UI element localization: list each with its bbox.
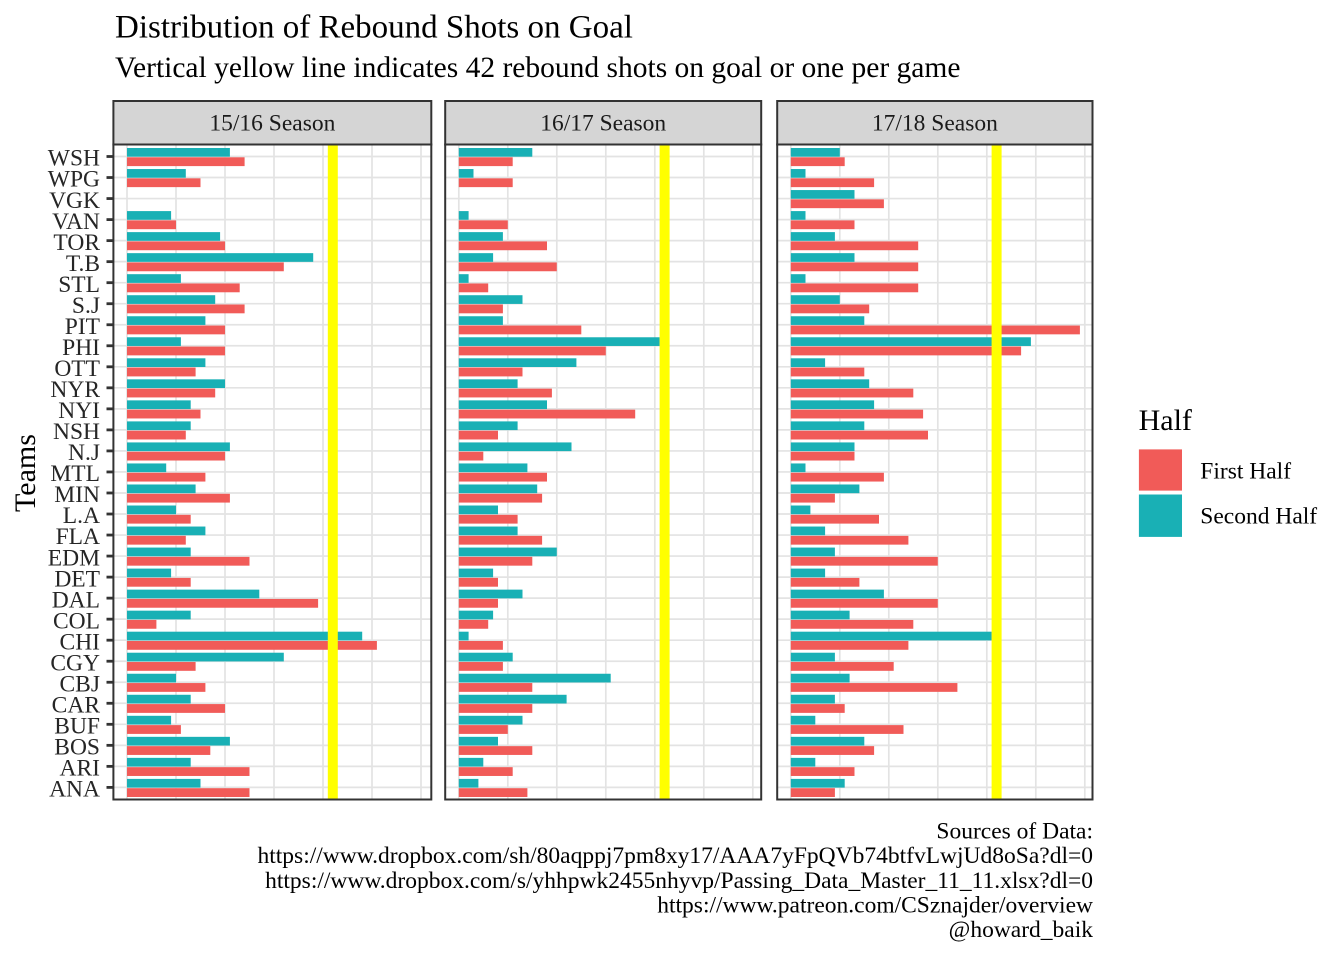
svg-text:NYI: NYI [58, 398, 100, 424]
svg-text:NYR: NYR [50, 377, 100, 403]
svg-text:EDM: EDM [48, 545, 100, 571]
svg-text:VAN: VAN [52, 209, 100, 235]
svg-text:https://www.patreon.com/CSznaj: https://www.patreon.com/CSznajder/overvi… [657, 892, 1093, 918]
svg-text:BOS: BOS [54, 735, 100, 761]
svg-text:Sources of Data:: Sources of Data: [936, 819, 1093, 845]
svg-text:OTT: OTT [54, 356, 100, 382]
svg-text:DAL: DAL [52, 587, 100, 613]
svg-text:S.J: S.J [72, 293, 100, 319]
svg-text:MTL: MTL [50, 461, 100, 487]
svg-text:CHI: CHI [60, 629, 100, 655]
svg-text:PHI: PHI [62, 335, 100, 361]
svg-text:First Half: First Half [1200, 459, 1291, 485]
svg-text:MIN: MIN [54, 482, 100, 508]
svg-text:https://www.dropbox.com/sh/80a: https://www.dropbox.com/sh/80aqppj7pm8xy… [257, 843, 1093, 869]
svg-text:17/18 Season: 17/18 Season [872, 111, 998, 137]
svg-text:L.A: L.A [63, 503, 100, 529]
svg-text:15/16 Season: 15/16 Season [209, 111, 335, 137]
svg-text:Distribution of Rebound Shots: Distribution of Rebound Shots on Goal [115, 10, 633, 46]
svg-text:Second Half: Second Half [1200, 503, 1317, 529]
svg-text:DET: DET [54, 566, 100, 592]
svg-text:CGY: CGY [50, 650, 100, 676]
svg-text:NSH: NSH [53, 419, 100, 445]
svg-text:CBJ: CBJ [60, 671, 101, 697]
svg-text:https://www.dropbox.com/s/yhhp: https://www.dropbox.com/s/yhhpwk2455nhyv… [265, 868, 1093, 894]
svg-text:WPG: WPG [48, 167, 100, 193]
svg-text:ANA: ANA [49, 777, 100, 803]
svg-text:Half: Half [1139, 404, 1192, 437]
svg-text:TOR: TOR [53, 230, 100, 256]
svg-text:BUF: BUF [54, 714, 100, 740]
svg-text:T.B: T.B [66, 251, 100, 277]
svg-text:COL: COL [53, 608, 100, 634]
svg-text:16/17 Season: 16/17 Season [540, 111, 666, 137]
svg-text:PIT: PIT [65, 314, 100, 340]
svg-text:ARI: ARI [60, 756, 100, 782]
svg-text:N.J: N.J [68, 440, 100, 466]
svg-text:CAR: CAR [52, 692, 101, 718]
svg-text:WSH: WSH [48, 146, 100, 172]
svg-text:STL: STL [58, 272, 100, 298]
svg-text:Teams: Teams [9, 434, 42, 512]
svg-text:@howard_baik: @howard_baik [949, 917, 1094, 943]
svg-text:FLA: FLA [56, 524, 100, 550]
svg-text:Vertical yellow line indicates: Vertical yellow line indicates 42 reboun… [115, 52, 960, 84]
svg-text:VGK: VGK [49, 188, 100, 214]
